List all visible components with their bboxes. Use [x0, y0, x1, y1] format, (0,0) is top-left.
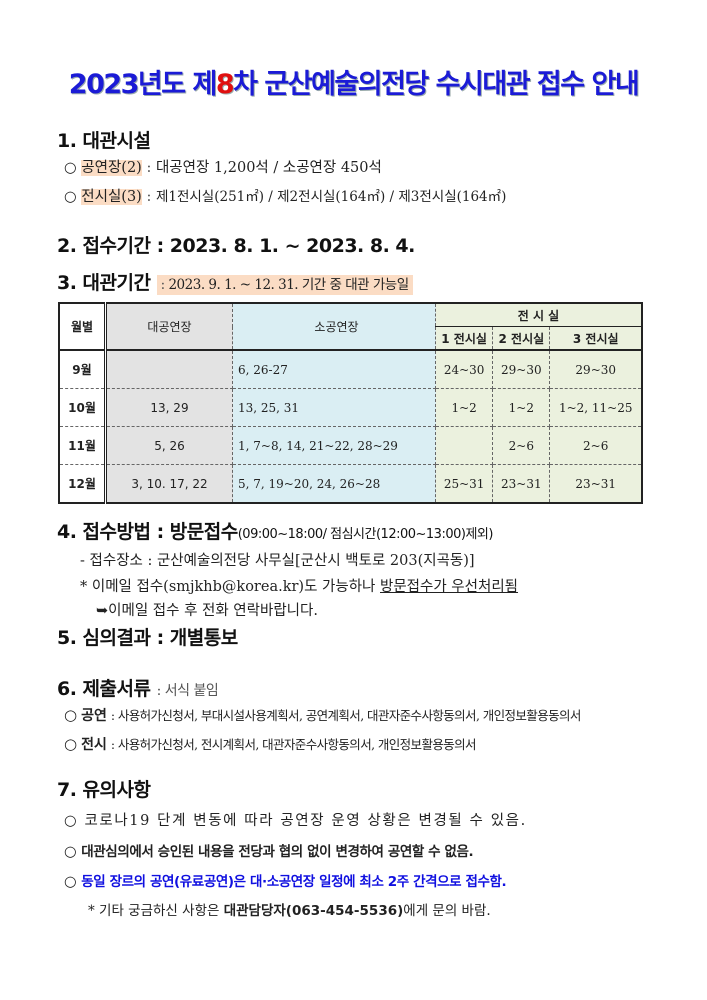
header-cell: 월별 — [58, 302, 107, 351]
table-cell: 29~30 — [492, 349, 551, 389]
table-cell: 10월 — [58, 388, 107, 427]
list-item: ○ 전시실(3) : 제1전시실(251㎡) / 제2전시실(164㎡) / 제… — [64, 185, 506, 206]
header-cell: 1 전시실 — [434, 326, 494, 351]
section-heading: 6. 제출서류 : 서식 붙임 — [57, 674, 219, 701]
text-line: ➥이메일 접수 후 전화 연락바랍니다. — [96, 603, 318, 619]
table-cell: 1, 7~8, 14, 21~22, 28~29 — [232, 426, 436, 465]
contact: 대관담당자(063-454-5536) — [223, 903, 404, 919]
title: 2023년도 제8차 군산예술의전당 수시대관 접수 안내 — [0, 62, 707, 101]
table-cell: 3, 10. 17, 22 — [105, 464, 233, 504]
list-item: ○ 공연 : 사용허가신청서, 부대시설사용계획서, 공연계획서, 대관자준수사… — [64, 705, 581, 725]
table-cell: 12월 — [58, 464, 107, 504]
separator: : — [146, 189, 152, 205]
text: 대관심의에서 승인된 내용을 전당과 협의 없이 변경하여 공연할 수 없음. — [81, 844, 474, 860]
heading-text: 4. 접수방법 : 방문접수 — [57, 521, 238, 543]
text: : 사용허가신청서, 부대시설사용계획서, 공연계획서, 대관자준수사항동의서,… — [110, 708, 582, 723]
table-cell: 1~2 — [434, 388, 494, 427]
table-cell: 5, 7, 19~20, 24, 26~28 — [232, 464, 436, 504]
label: 전시실(3) — [81, 189, 142, 205]
section-heading: 3. 대관기간 : 2023. 9. 1. ~ 12. 31. 기간 중 대관 … — [57, 268, 413, 295]
underlined-text: 방문접수가 우선처리됨 — [380, 579, 519, 595]
table-cell: 13, 29 — [105, 388, 233, 427]
list-item: ○ 동일 장르의 공연(유료공연)은 대·소공연장 일정에 최소 2주 간격으로… — [64, 870, 507, 890]
section-heading: 4. 접수방법 : 방문접수(09:00~18:00/ 점심시간(12:00~1… — [57, 517, 493, 544]
text: * 기타 궁금하신 사항은 — [88, 903, 224, 919]
text: * 이메일 접수(smjkhb@korea.kr)도 가능하나 — [80, 579, 380, 595]
section-heading: 2. 접수기간 : 2023. 8. 1. ~ 2023. 8. 4. — [57, 235, 415, 257]
title-text: 차 군산예술의전당 수시대관 접수 안내 — [233, 69, 640, 100]
header-cell: 소공연장 — [232, 302, 436, 351]
table-cell: 2~6 — [492, 426, 551, 465]
text: 에게 문의 바람. — [403, 903, 491, 919]
table-cell: 9월 — [58, 349, 107, 389]
label: 공연장(2) — [81, 160, 142, 176]
header-row: 1 전시실 2 전시실 3 전시실 — [59, 326, 643, 351]
table-cell: 1~2 — [492, 388, 551, 427]
bullet: ○ — [64, 160, 77, 176]
section-heading: 7. 유의사항 — [57, 779, 151, 801]
table-row: 11월 5, 26 1, 7~8, 14, 21~22, 28~29 2~6 2~6 — [58, 426, 643, 465]
footer-note: * 기타 궁금하신 사항은 대관담당자(063-454-5536)에게 문의 바… — [88, 899, 491, 919]
bullet: ○ — [64, 813, 79, 829]
table-cell — [434, 426, 494, 465]
list-item: ○ 대관심의에서 승인된 내용을 전당과 협의 없이 변경하여 공연할 수 없음… — [64, 840, 474, 860]
table-cell: 13, 25, 31 — [232, 388, 436, 427]
table-row: 9월 6, 26-27 24~30 29~30 29~30 — [58, 349, 643, 389]
title-text: 2023년도 제 — [68, 69, 218, 100]
heading-text: 3. 대관기간 — [57, 272, 151, 294]
table-cell: 25~31 — [434, 464, 494, 504]
label: 공연 — [81, 708, 107, 724]
list-item: ○ 코로나19 단계 변동에 따라 공연장 운영 상황은 변경될 수 있음. — [64, 809, 527, 830]
table-cell: 11월 — [58, 426, 107, 465]
text: 코로나19 단계 변동에 따라 공연장 운영 상황은 변경될 수 있음. — [84, 813, 527, 829]
text: 2023. 9. 1. ~ 12. 31. 기간 중 대관 가능일 — [168, 277, 409, 293]
table-cell: 29~30 — [549, 349, 643, 389]
heading-text: 6. 제출서류 — [57, 678, 151, 700]
detail: (09:00~18:00/ 점심시간(12:00~13:00)제외) — [237, 527, 494, 542]
bullet: ○ — [64, 706, 78, 724]
schedule-table: 월별 대공연장 소공연장 전 시 실 1 전시실 2 전시실 3 전시실 9월 6… — [58, 302, 643, 504]
bullet: ○ — [64, 874, 77, 890]
list-item: ○ 공연장(2) : 대공연장 1,200석 / 소공연장 450석 — [64, 156, 382, 177]
title-number: 8 — [215, 69, 235, 100]
text: : 사용허가신청서, 전시계획서, 대관자준수사항동의서, 개인정보활용동의서 — [110, 737, 477, 752]
bullet: ○ — [64, 735, 78, 753]
header-cell: 3 전시실 — [549, 326, 643, 351]
note: : 서식 붙임 — [156, 683, 219, 699]
label: 전시 — [81, 737, 107, 753]
separator: : — [160, 277, 166, 293]
table-cell: 5, 26 — [105, 426, 233, 465]
table-cell: 2~6 — [549, 426, 643, 465]
table-row: 10월 13, 29 13, 25, 31 1~2 1~2 1~2, 11~25 — [58, 388, 643, 427]
text-line: - 접수장소 : 군산예술의전당 사무실[군산시 백토로 203(지곡동)] — [80, 553, 475, 569]
section-heading: 5. 심의결과 : 개별통보 — [57, 627, 238, 649]
bullet: ○ — [64, 844, 77, 860]
section-heading: 1. 대관시설 — [57, 130, 151, 152]
header-row: 월별 대공연장 소공연장 전 시 실 — [58, 302, 643, 351]
header-cell: 전 시 실 — [435, 302, 643, 327]
table-cell: 23~31 — [549, 464, 643, 504]
list-item: ○ 전시 : 사용허가신청서, 전시계획서, 대관자준수사항동의서, 개인정보활… — [64, 734, 477, 754]
table-cell: 1~2, 11~25 — [549, 388, 643, 427]
text-line: * 이메일 접수(smjkhb@korea.kr)도 가능하나 방문접수가 우선… — [80, 575, 518, 596]
text: 대공연장 1,200석 / 소공연장 450석 — [155, 160, 382, 176]
table-cell: 24~30 — [434, 349, 494, 389]
text: 제1전시실(251㎡) / 제2전시실(164㎡) / 제3전시실(164㎡) — [155, 189, 507, 205]
table-cell: 6, 26-27 — [232, 349, 436, 389]
table-cell — [105, 349, 233, 389]
table-cell: 23~31 — [492, 464, 551, 504]
separator: : — [146, 160, 152, 176]
header-cell: 2 전시실 — [492, 326, 551, 351]
table-body: 9월 6, 26-27 24~30 29~30 29~30 10월 13, 29 13, 25… — [58, 349, 643, 504]
period: : 2023. 9. 1. ~ 12. 31. 기간 중 대관 가능일 — [156, 275, 413, 295]
text: 동일 장르의 공연(유료공연)은 대·소공연장 일정에 최소 2주 간격으로 접… — [81, 874, 507, 890]
header-cell: 대공연장 — [105, 302, 233, 351]
bullet: ○ — [64, 189, 77, 205]
table-row: 12월 3, 10. 17, 22 5, 7, 19~20, 24, 26~28 25… — [58, 464, 643, 504]
